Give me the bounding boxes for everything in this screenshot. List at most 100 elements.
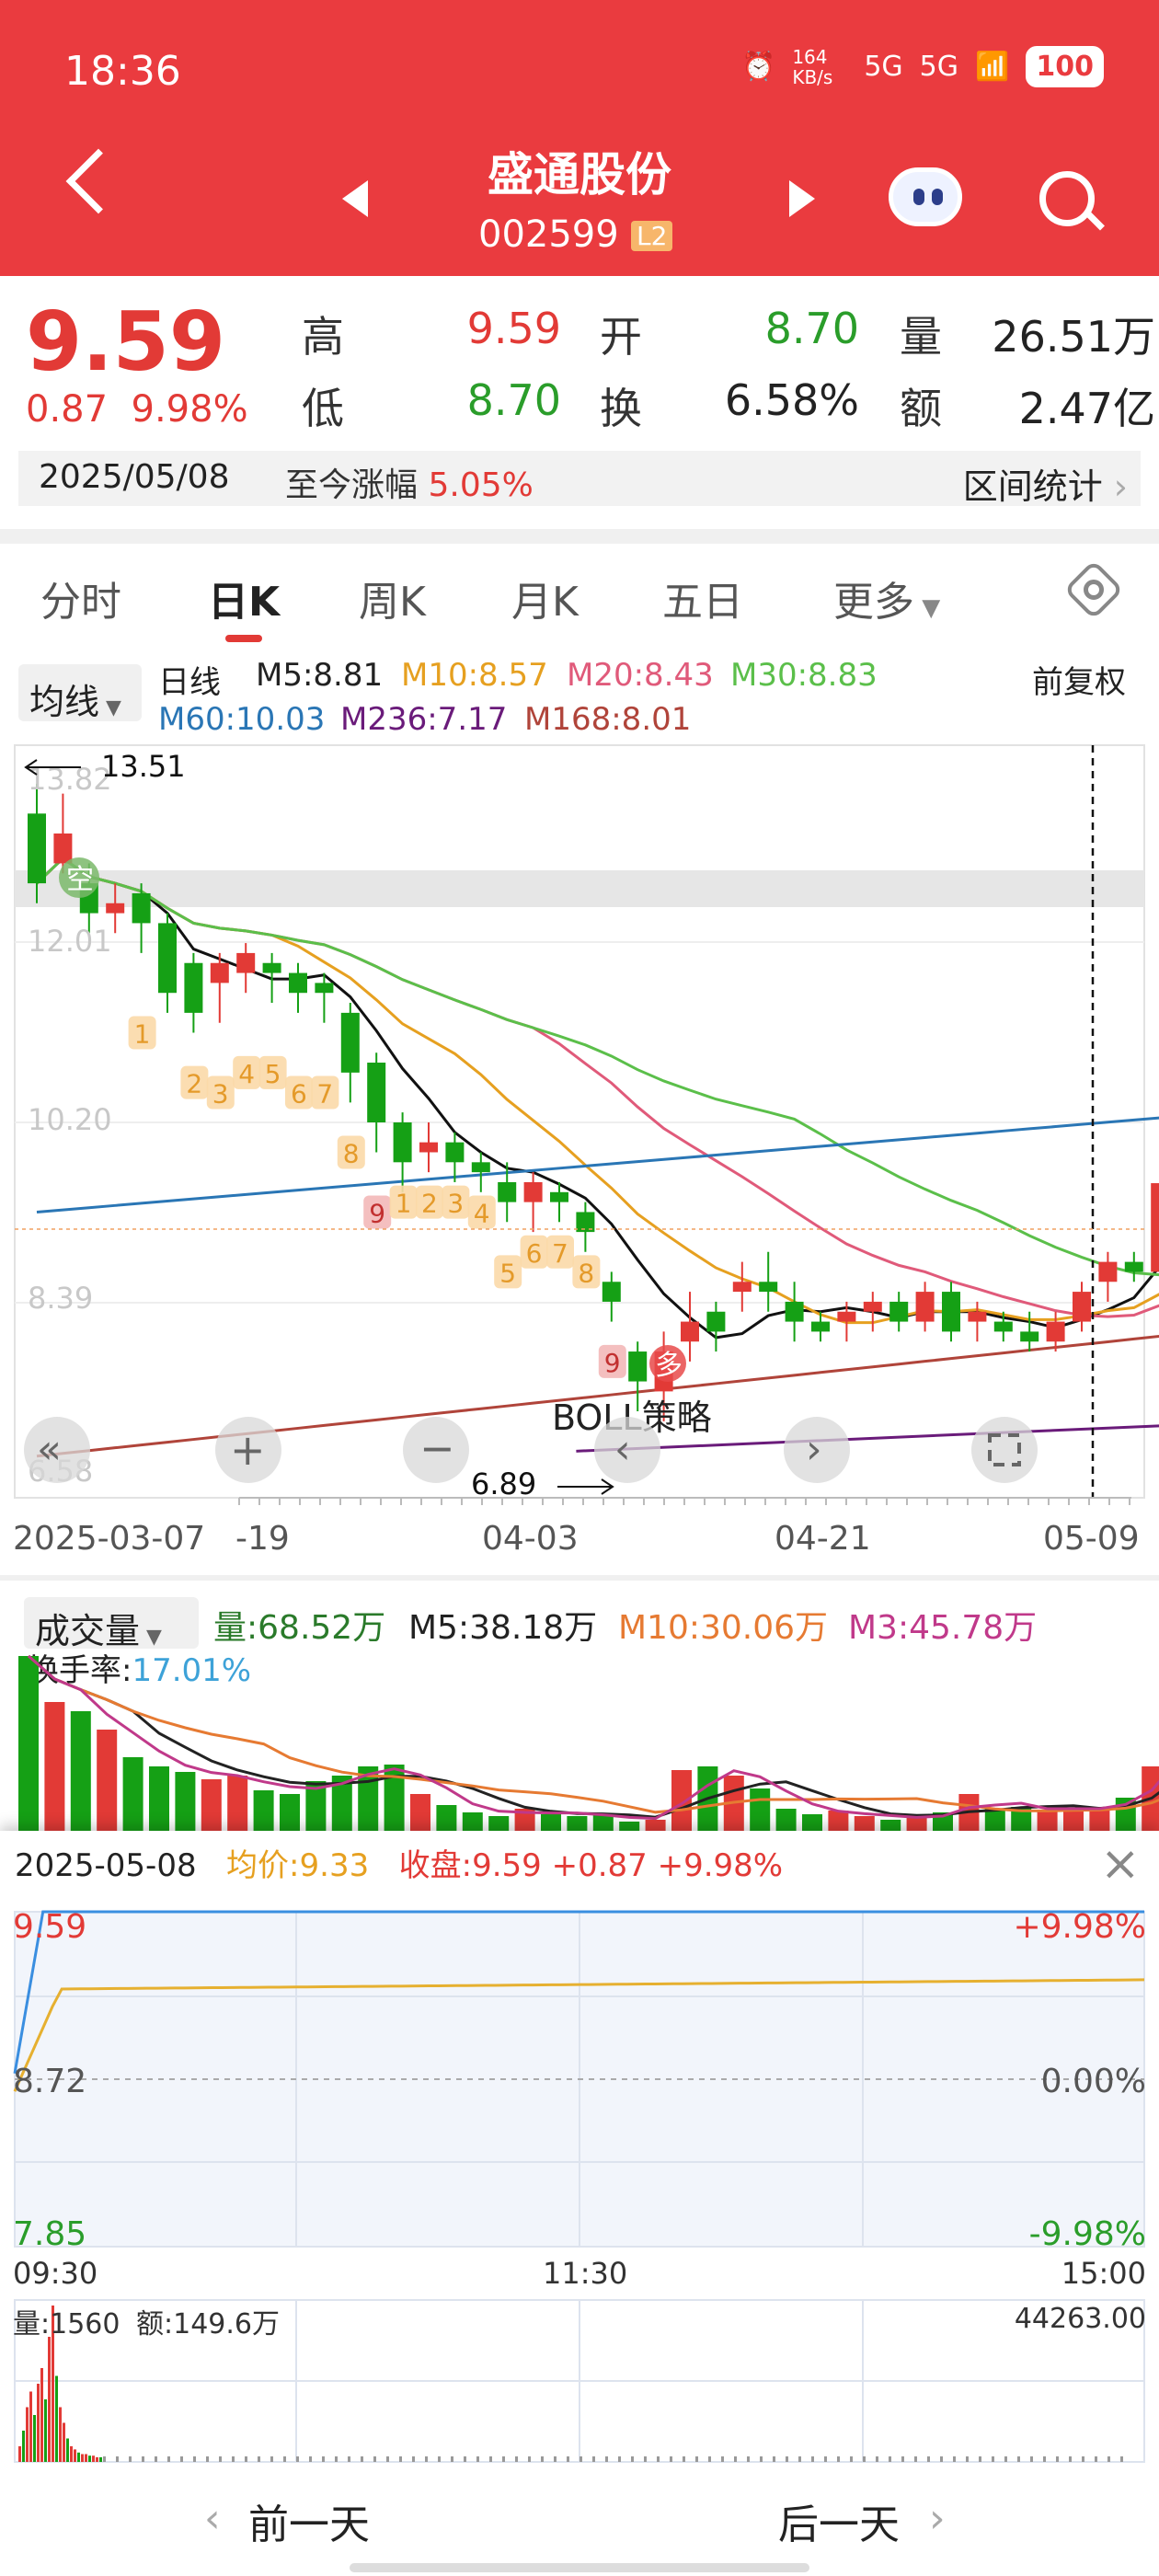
- intraday-popup: 2025-05-08 均价:9.33 收盘:9.59 +0.87 +9.98% …: [0, 1831, 1159, 2576]
- range-stats-link[interactable]: 区间统计 ›: [962, 466, 1128, 507]
- candle-body: [785, 1301, 804, 1322]
- next-stock-icon[interactable]: [789, 180, 815, 217]
- intraday-vol-bar: [348, 2456, 350, 2462]
- candle-body: [158, 923, 177, 994]
- prev-day-button[interactable]: 前一天: [248, 2501, 370, 2548]
- candle-body: [942, 1292, 960, 1332]
- intraday-vol-bar: [219, 2456, 222, 2462]
- stock-code: 002599: [478, 213, 619, 256]
- sequence-marker: [258, 1055, 287, 1089]
- intraday-vol-bar: [1120, 2456, 1123, 2462]
- candle-body: [184, 962, 203, 1013]
- intraday-vol-bar: [476, 2456, 479, 2462]
- intraday-vol-bar: [309, 2456, 312, 2462]
- prev-stock-icon[interactable]: [342, 180, 368, 217]
- tab-more[interactable]: 更多 ▼: [833, 579, 941, 626]
- assistant-robot-icon[interactable]: [889, 167, 962, 226]
- x-label-4: 04-21: [775, 1520, 871, 1558]
- kline-chart[interactable]: 12 34 56 789 1 2 3 456 789 13.82 12.01 10.20 8.3…: [0, 736, 1159, 1564]
- tab-underline: [225, 635, 262, 642]
- signal-more-tag: 多: [655, 1350, 683, 1382]
- volume-bar: [462, 1812, 483, 1831]
- net-speed: 164 KB/s: [792, 45, 833, 88]
- intraday-chart[interactable]: 9.59 8.72 7.85 +9.98% 0.00% -9.98% 09:30…: [0, 1831, 1159, 2475]
- volume-bar: [671, 1770, 692, 1831]
- intraday-vol-bar: [48, 2337, 51, 2462]
- since-change: 至今涨幅 5.05%: [285, 466, 534, 504]
- chart-controls: « + − ‹ ›: [24, 1417, 1038, 1483]
- candle-body: [53, 833, 73, 864]
- sequence-marker: [416, 1185, 443, 1219]
- volume-bar: [175, 1772, 196, 1831]
- intraday-vol-bar: [44, 2399, 47, 2462]
- status-icons: ⏰ 164 KB/s 5G 5G 📶 100: [741, 46, 1104, 87]
- candle-body: [706, 1311, 726, 1332]
- volume-bar: [828, 1811, 849, 1831]
- tab-weekly-k[interactable]: 周K: [359, 579, 426, 626]
- candle-body: [289, 972, 307, 994]
- tab-daily-k[interactable]: 日K: [208, 579, 281, 626]
- intraday-vol-bar: [515, 2456, 518, 2462]
- intraday-vol-bar: [63, 2422, 65, 2462]
- candle-body: [993, 1321, 1013, 1332]
- candle-body: [1073, 1292, 1091, 1322]
- sequence-label: 5: [265, 1059, 281, 1089]
- sequence-marker: [572, 1255, 601, 1289]
- intraday-vol-bar: [245, 2456, 247, 2462]
- open-label: 开: [600, 312, 642, 362]
- next-chevron-icon: ›: [929, 2495, 946, 2542]
- intraday-y-bot: 7.85: [13, 2215, 86, 2253]
- intraday-vol-bar: [322, 2456, 325, 2462]
- sequence-marker: [233, 1055, 261, 1089]
- intraday-vol-bar: [180, 2456, 183, 2462]
- ma-selector[interactable]: 均线 ▼: [18, 664, 142, 722]
- candle-body: [968, 1311, 987, 1322]
- high-value: 9.59: [466, 304, 561, 353]
- intraday-vol-bar: [55, 2375, 58, 2462]
- volume-bar: [984, 1809, 1005, 1831]
- scroll-left-button: [594, 1417, 660, 1483]
- candle-body: [759, 1282, 778, 1293]
- candle-body: [576, 1212, 595, 1233]
- intraday-vol-bar: [399, 2456, 402, 2462]
- sequence-label: 8: [578, 1258, 594, 1288]
- intraday-vol-bar: [142, 2456, 144, 2462]
- intraday-pct-top: +9.98%: [1013, 1908, 1146, 1946]
- volume-bar: [488, 1816, 510, 1831]
- volume-bar: [227, 1776, 248, 1831]
- vol-value: 26.51万: [992, 312, 1155, 362]
- next-day-button[interactable]: 后一天: [778, 2501, 900, 2548]
- intraday-vol-bar: [77, 2452, 80, 2462]
- ma-m20: M20:8.43: [567, 657, 714, 694]
- app-header: 18:36 ⏰ 164 KB/s 5G 5G 📶 100 盛通股份 002599…: [0, 0, 1159, 276]
- intraday-vol-bar: [438, 2456, 441, 2462]
- sequence-label: 4: [474, 1198, 490, 1228]
- intraday-vol-bar: [59, 2407, 62, 2462]
- intraday-pct-mid: 0.00%: [1041, 2063, 1146, 2100]
- price-change: 0.87 9.98%: [26, 388, 248, 431]
- candle-body: [210, 962, 229, 983]
- intraday-vol-bar: [876, 2456, 878, 2462]
- intraday-vol-bar: [81, 2454, 84, 2462]
- time-mid: 11:30: [543, 2256, 627, 2291]
- sequence-label: 3: [212, 1079, 229, 1110]
- y-label-2: 12.01: [28, 924, 112, 959]
- tab-monthly-k[interactable]: 月K: [511, 579, 579, 626]
- intraday-vol-label: 量:1560: [13, 2308, 120, 2340]
- volume-bar: [18, 1656, 39, 1831]
- intraday-vol-bar: [605, 2456, 608, 2462]
- ma-m60: M60:10.03: [158, 701, 326, 738]
- intraday-vol-bar: [33, 2415, 36, 2462]
- volume-bar: [567, 1816, 588, 1831]
- tab-intraday[interactable]: 分时: [40, 579, 121, 626]
- adjust-mode[interactable]: 前复权: [1032, 664, 1126, 701]
- tab-five-day[interactable]: 五日: [662, 579, 743, 626]
- search-icon[interactable]: [1039, 171, 1095, 226]
- intraday-vol-bar: [283, 2456, 286, 2462]
- sequence-marker: [337, 1135, 365, 1169]
- intraday-vol-bar: [863, 2456, 866, 2462]
- svg-text:−: −: [419, 1423, 455, 1473]
- volume-indicator-selector[interactable]: 成交量 ▼: [24, 1597, 199, 1651]
- close-icon[interactable]: ×: [1100, 1836, 1141, 1892]
- intraday-vol-bar: [270, 2456, 273, 2462]
